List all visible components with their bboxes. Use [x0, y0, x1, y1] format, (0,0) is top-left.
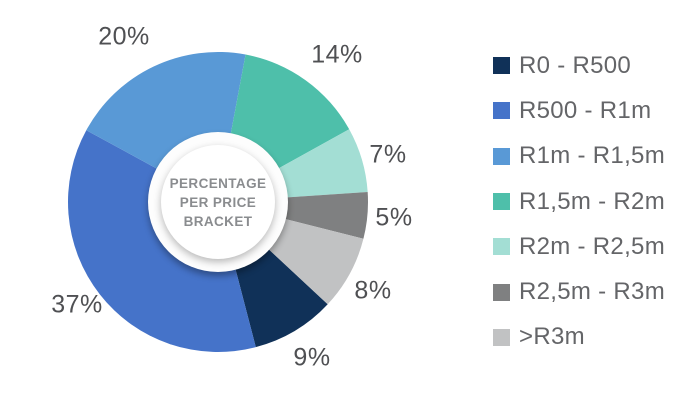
legend-swatch: [493, 193, 510, 211]
slice-percentage-label: 37%: [51, 290, 103, 319]
legend-item: R2m - R2,5m: [493, 224, 665, 269]
legend-item: R2,5m - R3m: [493, 269, 665, 314]
donut-hole-inner-disc: PERCENTAGE PER PRICE BRACKET: [161, 145, 275, 259]
legend-item: R500 - R1m: [493, 88, 665, 133]
legend-swatch: [493, 283, 510, 301]
chart-center-title: PERCENTAGE PER PRICE BRACKET: [169, 175, 267, 229]
legend-swatch: [493, 57, 510, 75]
legend-swatch: [493, 147, 510, 165]
donut-hole: PERCENTAGE PER PRICE BRACKET: [148, 132, 288, 272]
legend-item: R1m - R1,5m: [493, 134, 665, 179]
legend-label: R0 - R500: [519, 51, 632, 79]
legend-swatch: [493, 238, 510, 256]
legend-label: R1,5m - R2m: [519, 187, 665, 215]
legend-item: R0 - R500: [493, 43, 665, 88]
slice-percentage-label: 20%: [98, 22, 150, 51]
legend-label: R2,5m - R3m: [519, 278, 665, 306]
legend-label: R1m - R1,5m: [519, 142, 665, 170]
slice-percentage-label: 8%: [354, 276, 392, 305]
slice-percentage-label: 5%: [375, 203, 413, 232]
legend-swatch: [493, 102, 510, 120]
slice-percentage-label: 14%: [311, 40, 363, 69]
legend-swatch: [493, 328, 510, 346]
legend-label: >R3m: [519, 323, 585, 351]
slice-percentage-label: 7%: [369, 140, 407, 169]
chart-legend: R0 - R500 R500 - R1m R1m - R1,5m R1,5m - R2…: [493, 43, 665, 360]
legend-label: R500 - R1m: [519, 96, 652, 124]
legend-label: R2m - R2,5m: [519, 232, 665, 260]
legend-item: >R3m: [493, 315, 665, 360]
legend-item: R1,5m - R2m: [493, 179, 665, 224]
slice-percentage-label: 9%: [293, 343, 331, 372]
